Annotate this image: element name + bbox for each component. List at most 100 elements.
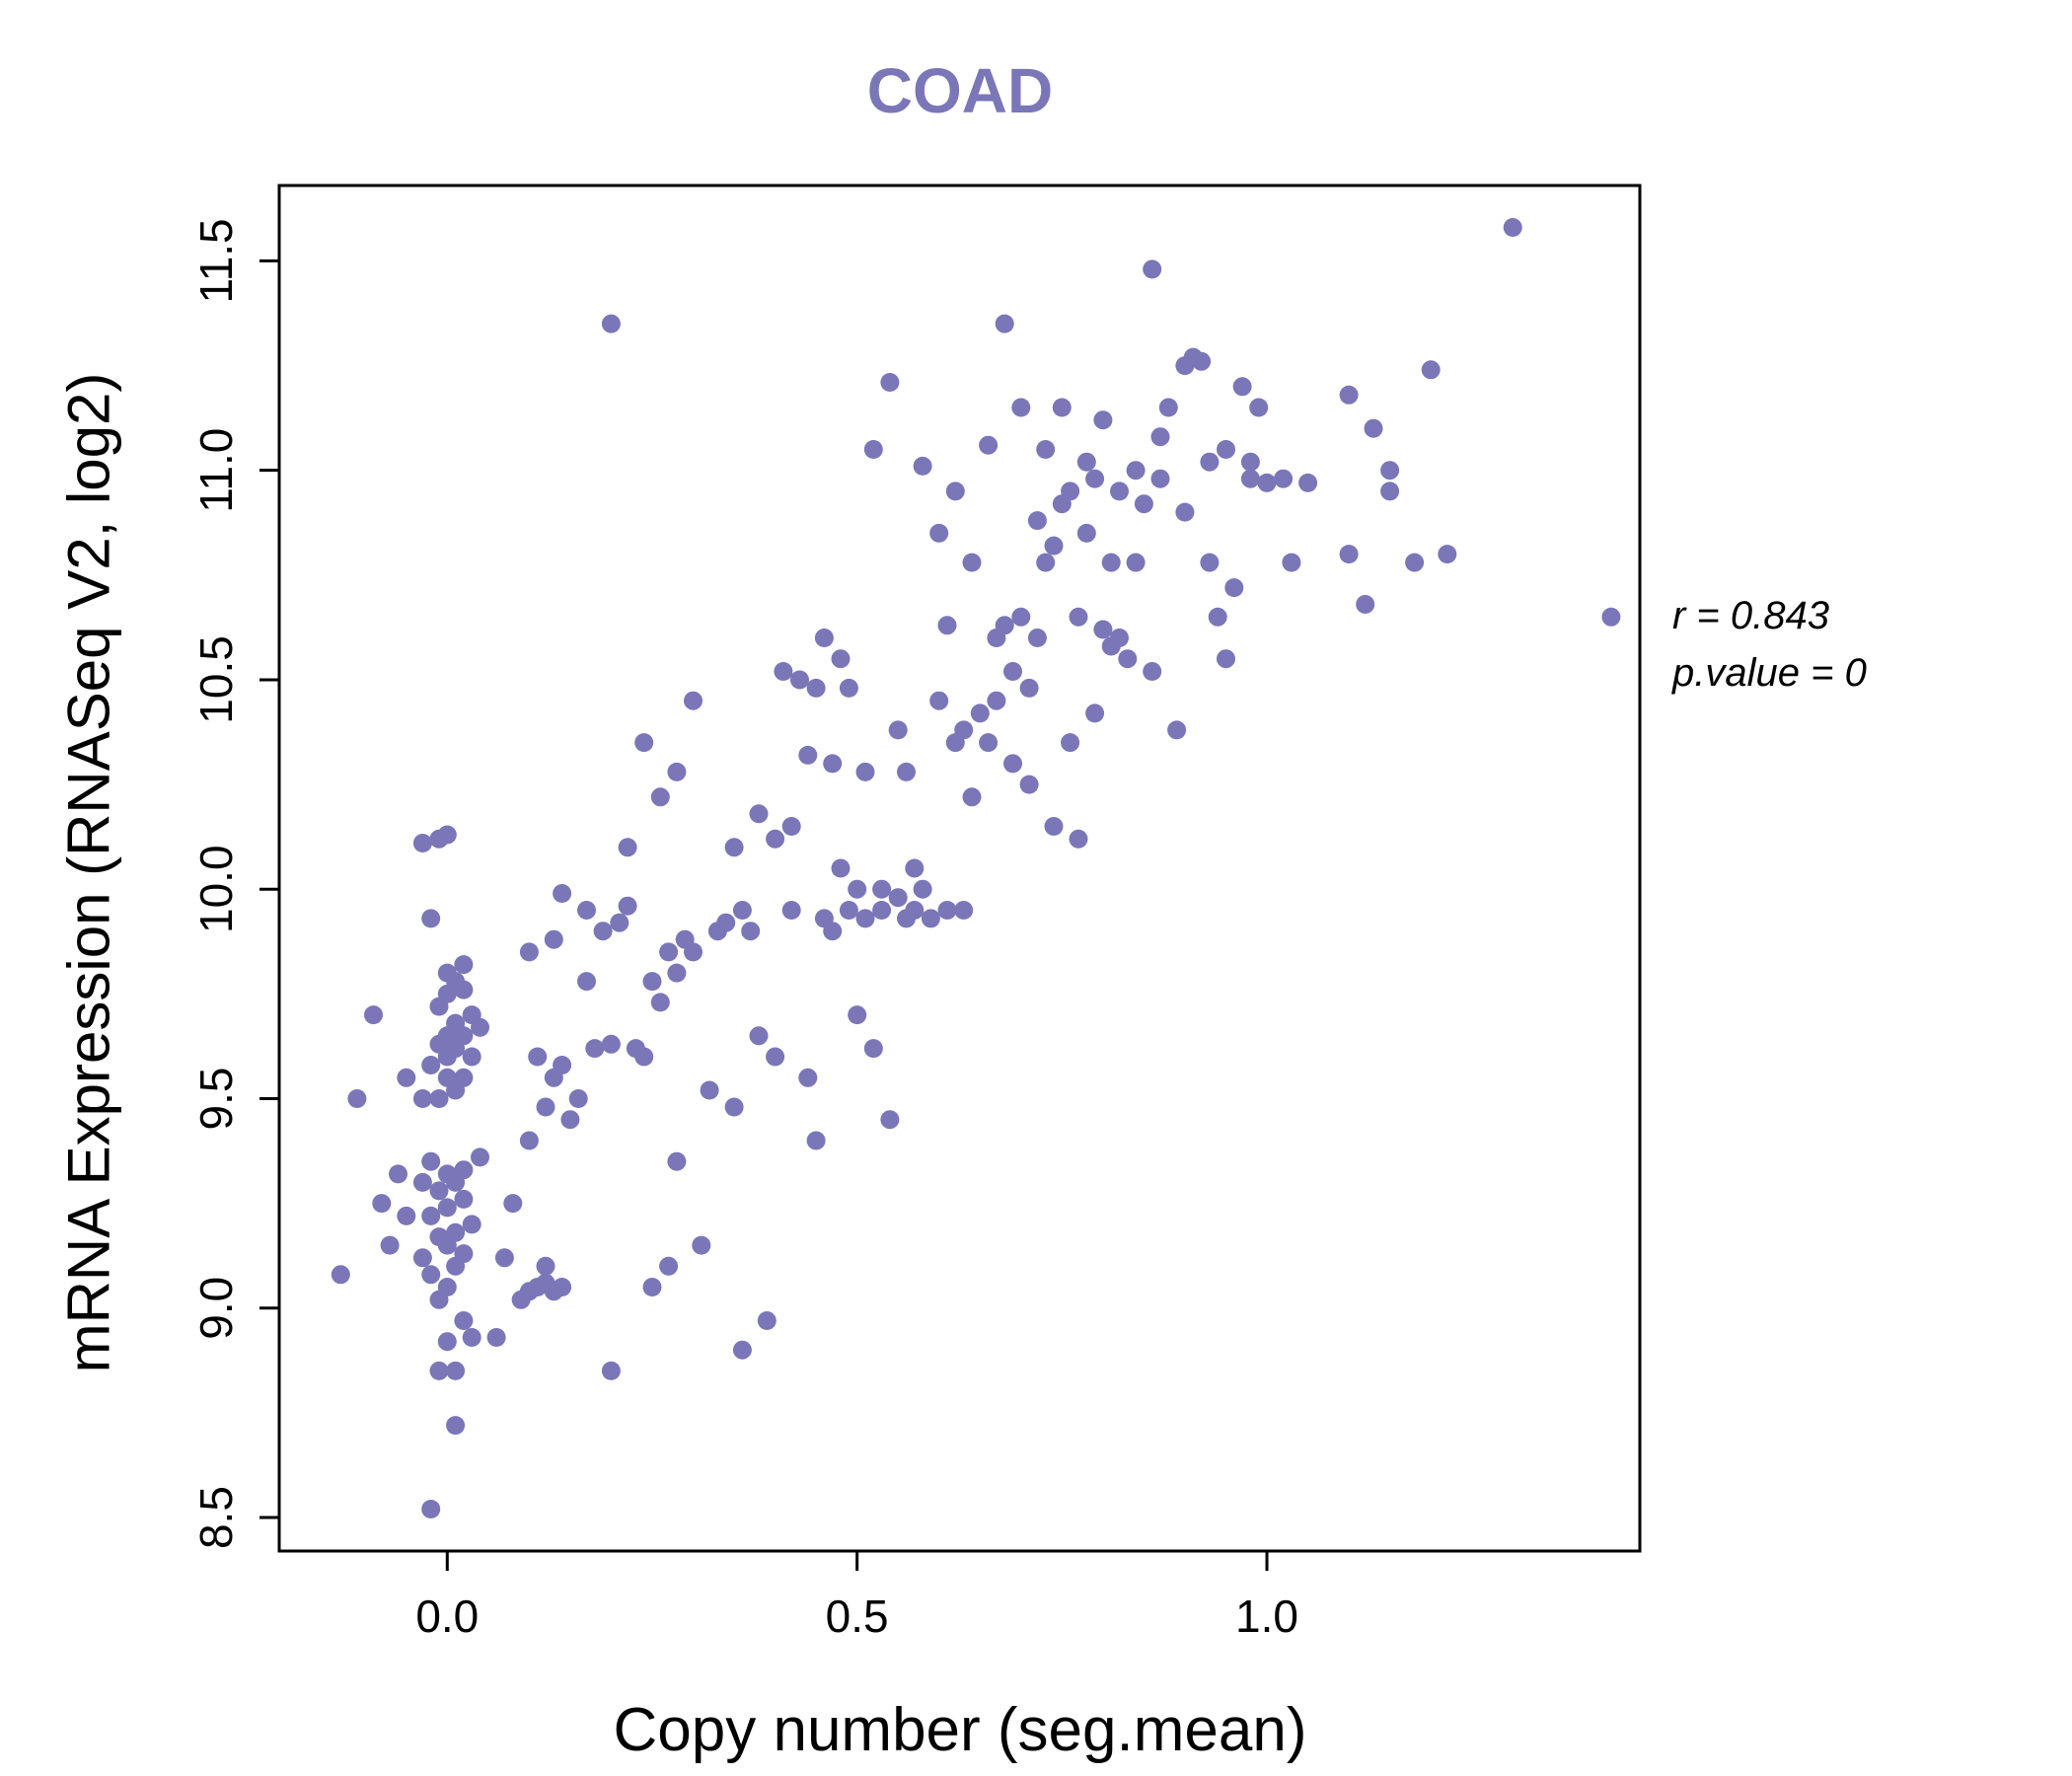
data-point bbox=[913, 879, 932, 899]
x-tick-label: 0.5 bbox=[826, 1591, 889, 1642]
data-point bbox=[823, 922, 843, 941]
data-point bbox=[855, 762, 875, 781]
data-point bbox=[749, 1026, 769, 1046]
data-point bbox=[1069, 829, 1088, 849]
data-point bbox=[1150, 469, 1170, 488]
data-point bbox=[437, 1068, 457, 1087]
data-point bbox=[536, 1256, 555, 1276]
data-point bbox=[1134, 494, 1153, 514]
data-point bbox=[741, 922, 761, 941]
data-point bbox=[995, 314, 1014, 333]
data-point bbox=[1003, 662, 1022, 681]
data-point bbox=[1101, 553, 1121, 572]
data-point bbox=[1011, 607, 1031, 627]
y-axis-label: mRNA Expression (RNASeq V2, log2) bbox=[55, 372, 122, 1373]
data-point bbox=[642, 972, 662, 992]
y-tick-label: 9.0 bbox=[190, 1277, 242, 1340]
data-point bbox=[397, 1068, 416, 1087]
data-point bbox=[831, 858, 851, 878]
data-point bbox=[1036, 553, 1056, 572]
data-point bbox=[503, 1194, 523, 1214]
data-point bbox=[364, 1005, 383, 1025]
data-point bbox=[724, 838, 744, 857]
data-point bbox=[1011, 398, 1031, 417]
data-point bbox=[954, 720, 974, 740]
data-point bbox=[421, 1056, 441, 1074]
data-point bbox=[1036, 440, 1056, 459]
data-point bbox=[1503, 218, 1522, 237]
data-point bbox=[1217, 440, 1235, 459]
data-point bbox=[437, 1332, 457, 1352]
data-point bbox=[1274, 469, 1294, 488]
data-point bbox=[700, 1080, 719, 1100]
data-point bbox=[1200, 452, 1220, 472]
data-point bbox=[650, 787, 670, 807]
data-point bbox=[1143, 259, 1162, 279]
data-point bbox=[667, 762, 687, 781]
data-point bbox=[1143, 662, 1162, 681]
y-tick-label: 11.5 bbox=[190, 218, 242, 303]
y-tick-label: 11.0 bbox=[190, 428, 242, 513]
data-point bbox=[454, 1068, 474, 1087]
data-point bbox=[421, 909, 441, 928]
data-point bbox=[1110, 481, 1129, 501]
data-point bbox=[872, 901, 892, 920]
data-point bbox=[437, 1198, 457, 1218]
data-point bbox=[1150, 427, 1170, 447]
data-point bbox=[454, 1189, 474, 1209]
data-point bbox=[446, 1013, 466, 1033]
y-tick-label: 10.0 bbox=[190, 845, 242, 933]
data-point bbox=[945, 481, 965, 501]
data-point bbox=[1076, 452, 1096, 472]
data-point bbox=[995, 616, 1014, 635]
data-point bbox=[389, 1164, 407, 1184]
y-tick-label: 8.5 bbox=[190, 1486, 242, 1549]
data-point bbox=[659, 942, 679, 962]
data-point bbox=[437, 1164, 457, 1184]
data-point bbox=[888, 888, 908, 908]
data-point bbox=[462, 1215, 481, 1234]
data-point bbox=[519, 942, 539, 962]
data-point bbox=[839, 901, 858, 920]
data-point bbox=[1380, 481, 1400, 501]
data-point bbox=[823, 754, 843, 774]
data-point bbox=[471, 1147, 489, 1167]
data-point bbox=[585, 1039, 605, 1059]
data-point bbox=[1061, 733, 1080, 753]
data-point bbox=[1027, 629, 1047, 647]
data-point bbox=[1224, 578, 1244, 598]
data-point bbox=[1126, 553, 1146, 572]
data-point bbox=[897, 762, 916, 781]
data-point bbox=[412, 1248, 432, 1268]
data-point bbox=[863, 1039, 883, 1059]
data-point bbox=[1380, 461, 1400, 481]
data-point bbox=[618, 838, 637, 857]
data-point bbox=[429, 1181, 449, 1201]
data-point bbox=[848, 1005, 867, 1025]
p-value-label: p.value = 0 bbox=[1672, 651, 1867, 695]
data-point bbox=[913, 456, 932, 476]
data-point bbox=[1019, 678, 1039, 698]
data-point bbox=[553, 884, 572, 903]
scatter-points bbox=[331, 218, 1621, 1518]
data-point bbox=[331, 1265, 350, 1285]
data-point bbox=[429, 1361, 449, 1380]
x-tick-label: 0.0 bbox=[415, 1591, 479, 1642]
data-point bbox=[601, 1034, 621, 1054]
data-point bbox=[462, 1328, 481, 1347]
data-point bbox=[454, 1244, 474, 1264]
data-point bbox=[1069, 607, 1088, 627]
data-point bbox=[1044, 817, 1064, 836]
data-point bbox=[921, 909, 940, 928]
data-point bbox=[347, 1089, 367, 1108]
data-point bbox=[806, 1131, 826, 1150]
data-point bbox=[1601, 607, 1621, 627]
data-point bbox=[667, 1151, 687, 1171]
data-point bbox=[724, 1097, 744, 1117]
data-point bbox=[601, 314, 621, 333]
x-axis-ticks: 0.0 0.5 1.0 bbox=[415, 1551, 1298, 1642]
data-point bbox=[437, 825, 457, 845]
data-point bbox=[421, 1265, 441, 1285]
data-point bbox=[905, 901, 925, 920]
y-tick-label: 9.5 bbox=[190, 1068, 242, 1131]
